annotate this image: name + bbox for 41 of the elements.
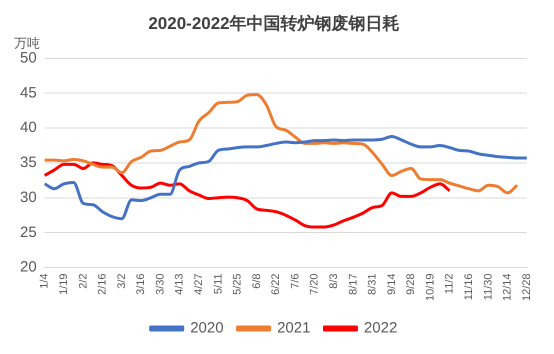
x-tick-label: 8/3 xyxy=(328,273,340,289)
x-tick-label: 4/27 xyxy=(192,273,205,295)
x-tick-label: 8/17 xyxy=(347,273,360,295)
y-tick-label: 25 xyxy=(20,224,37,241)
x-tick-label: 12/28 xyxy=(520,273,533,302)
x-tick-label: 11/30 xyxy=(482,273,494,300)
x-tick-label: 2/2 xyxy=(77,273,90,289)
x-tick-label: 7/20 xyxy=(308,273,321,295)
x-tick-label: 6/8 xyxy=(250,273,263,289)
legend-label: 2022 xyxy=(364,320,398,337)
y-tick-label: 35 xyxy=(20,154,37,172)
x-tick-label: 5/25 xyxy=(232,273,244,295)
x-tick-label: 3/30 xyxy=(154,273,166,295)
x-tick-label: 1/4 xyxy=(38,273,51,289)
line-series xyxy=(43,93,519,194)
x-tick-label: 3/16 xyxy=(135,273,148,295)
y-tick-label: 45 xyxy=(20,84,37,102)
x-tick-label: 11/2 xyxy=(444,273,456,294)
legend-label: 2021 xyxy=(277,320,310,337)
legend-label: 2020 xyxy=(190,320,224,337)
x-tick-label: 2/16 xyxy=(96,273,109,295)
y-tick-label: 50 xyxy=(20,50,37,67)
x-tick-label: 8/31 xyxy=(366,273,379,295)
line-series xyxy=(43,134,528,220)
x-tick-label: 5/11 xyxy=(212,273,224,294)
x-tick-label: 3/2 xyxy=(116,273,128,289)
x-tick-label: 6/22 xyxy=(270,273,282,295)
y-tick-label: 40 xyxy=(20,119,37,136)
y-tick-label: 20 xyxy=(20,258,37,276)
x-tick-label: 9/14 xyxy=(386,273,398,295)
x-tick-label: 7/6 xyxy=(289,273,302,289)
x-tick-label: 4/13 xyxy=(174,273,186,295)
y-tick-label: 30 xyxy=(20,188,37,206)
x-tick-label: 12/14 xyxy=(502,273,514,302)
x-tick-label: 11/16 xyxy=(462,273,475,300)
y-axis-title: 万吨 xyxy=(14,35,40,50)
chart-title: 2020-2022年中国转炉钢废钢日耗 xyxy=(148,14,400,33)
line-series xyxy=(43,161,452,229)
x-tick-label: 10/19 xyxy=(424,273,436,302)
x-tick-label: 9/28 xyxy=(405,273,418,295)
x-tick-label: 1/19 xyxy=(58,273,70,295)
